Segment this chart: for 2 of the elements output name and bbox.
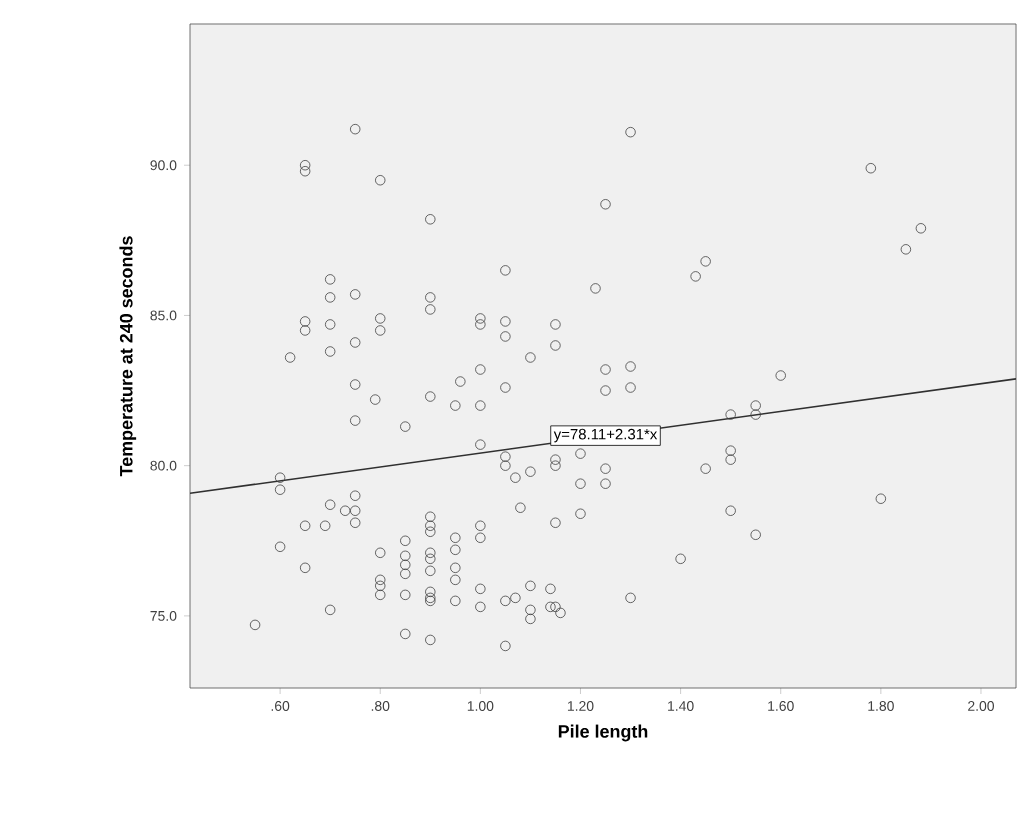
- y-axis-title: Temperature at 240 seconds: [119, 236, 137, 477]
- x-axis-title: Pile length: [558, 724, 648, 742]
